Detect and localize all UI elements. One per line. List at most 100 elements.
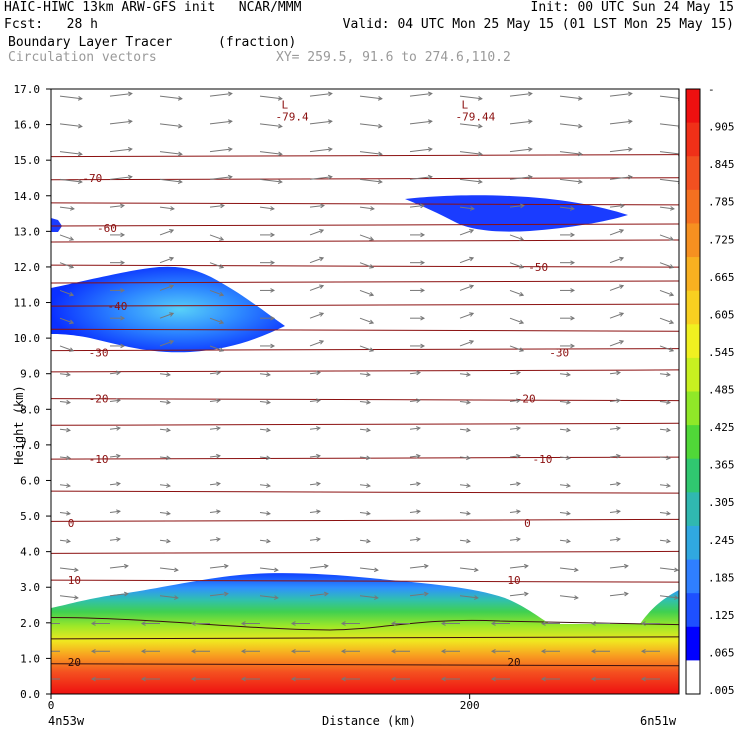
contour-label: -50 (528, 261, 548, 274)
circulation-vector (209, 234, 224, 241)
circulation-vector (659, 567, 678, 571)
circulation-vector (459, 512, 470, 515)
colorbar-label: .005 (708, 684, 735, 697)
vector-head (577, 96, 583, 101)
colorbar-label: .845 (708, 158, 735, 171)
vector-head (390, 676, 396, 682)
colorbar-swatch (686, 391, 700, 426)
vector-head (116, 370, 121, 376)
circulation-vector (59, 484, 70, 487)
vector-head (369, 347, 375, 352)
circulation-vector (559, 95, 582, 100)
circulation-vector (359, 539, 370, 542)
vector-head (227, 119, 233, 124)
circulation-vector (509, 593, 528, 597)
vector-head (120, 315, 126, 321)
circulation-vector (359, 123, 382, 128)
circulation-vector (159, 512, 170, 515)
circulation-vector (509, 345, 524, 352)
circulation-vector (309, 538, 320, 541)
vector-head (619, 256, 625, 262)
vector-head (219, 236, 225, 241)
circulation-vector (359, 484, 370, 487)
contour-label: -70 (82, 172, 102, 185)
vector-head (77, 96, 83, 101)
vector-head (666, 372, 671, 377)
circulation-vector (59, 151, 82, 155)
circulation-vector (459, 95, 482, 100)
circulation-vector (209, 262, 224, 268)
colorbar-label: .125 (708, 609, 735, 622)
vector-head (627, 91, 633, 97)
vector-head (173, 567, 179, 573)
vector-head (566, 399, 571, 405)
vector-head (166, 483, 171, 488)
circulation-vector (659, 95, 679, 99)
circulation-vector (109, 204, 124, 208)
circulation-vector (609, 483, 620, 486)
isotherm-line (51, 223, 679, 227)
circulation-vector (509, 510, 520, 513)
circulation-vector (309, 565, 328, 569)
circulation-vector (409, 593, 428, 597)
circulation-vector (459, 373, 470, 376)
circulation-vector (659, 262, 674, 268)
circulation-vector (559, 400, 570, 404)
colorbar-label: .785 (708, 196, 735, 209)
isotherm-line (51, 490, 679, 494)
vector-head (166, 427, 171, 433)
vector-head (666, 510, 671, 516)
circulation-vector (309, 285, 324, 291)
circulation-vector (659, 539, 670, 542)
vector-head (577, 123, 583, 129)
vector-head (166, 455, 171, 461)
upper-cloud-edge (51, 218, 62, 232)
y-tick-label: 10.0 (14, 332, 41, 345)
circulation-vector (259, 123, 282, 128)
contour-label: -10 (532, 453, 552, 466)
vector-head (669, 347, 675, 352)
vector-head (270, 343, 276, 349)
vector-head (640, 648, 646, 654)
vector-head (666, 427, 671, 433)
circulation-vector (59, 234, 74, 241)
circulation-vector (159, 285, 174, 291)
isotherm-line (51, 422, 679, 426)
circulation-vector (509, 565, 528, 569)
vector-head (420, 315, 426, 321)
vector-head (527, 174, 533, 180)
vector-head (190, 648, 196, 654)
circulation-vector (109, 399, 120, 402)
vector-head (540, 621, 546, 626)
vector-head (369, 236, 375, 241)
circulation-vector (109, 148, 132, 153)
y-tick-label: 11.0 (14, 297, 41, 310)
circulation-vector (359, 428, 370, 431)
vector-head (466, 538, 471, 544)
isotherm-line (51, 280, 679, 284)
circulation-vector (559, 206, 574, 210)
vector-head (316, 398, 321, 403)
vector-head (619, 203, 625, 209)
circulation-vector (159, 456, 170, 459)
vector-head (377, 151, 383, 157)
contour-label: -20 (89, 393, 109, 406)
circulation-vector (259, 151, 282, 155)
circulation-vector (659, 345, 674, 352)
colorbar-swatch (686, 660, 700, 695)
colorbar-label: .905 (708, 121, 735, 134)
circulation-vector (459, 539, 470, 542)
vector-head (673, 567, 679, 573)
circulation-vector (609, 312, 624, 319)
circulation-vector (309, 340, 324, 347)
circulation-vector (359, 456, 370, 459)
circulation-vector (409, 510, 420, 513)
vector-head (340, 676, 346, 682)
vector-head (416, 398, 421, 403)
vector-head (123, 563, 129, 569)
vector-head (416, 370, 421, 376)
vector-head (219, 291, 225, 297)
vector-head (377, 123, 383, 129)
circulation-vector (309, 176, 332, 180)
vector-head (516, 537, 521, 542)
